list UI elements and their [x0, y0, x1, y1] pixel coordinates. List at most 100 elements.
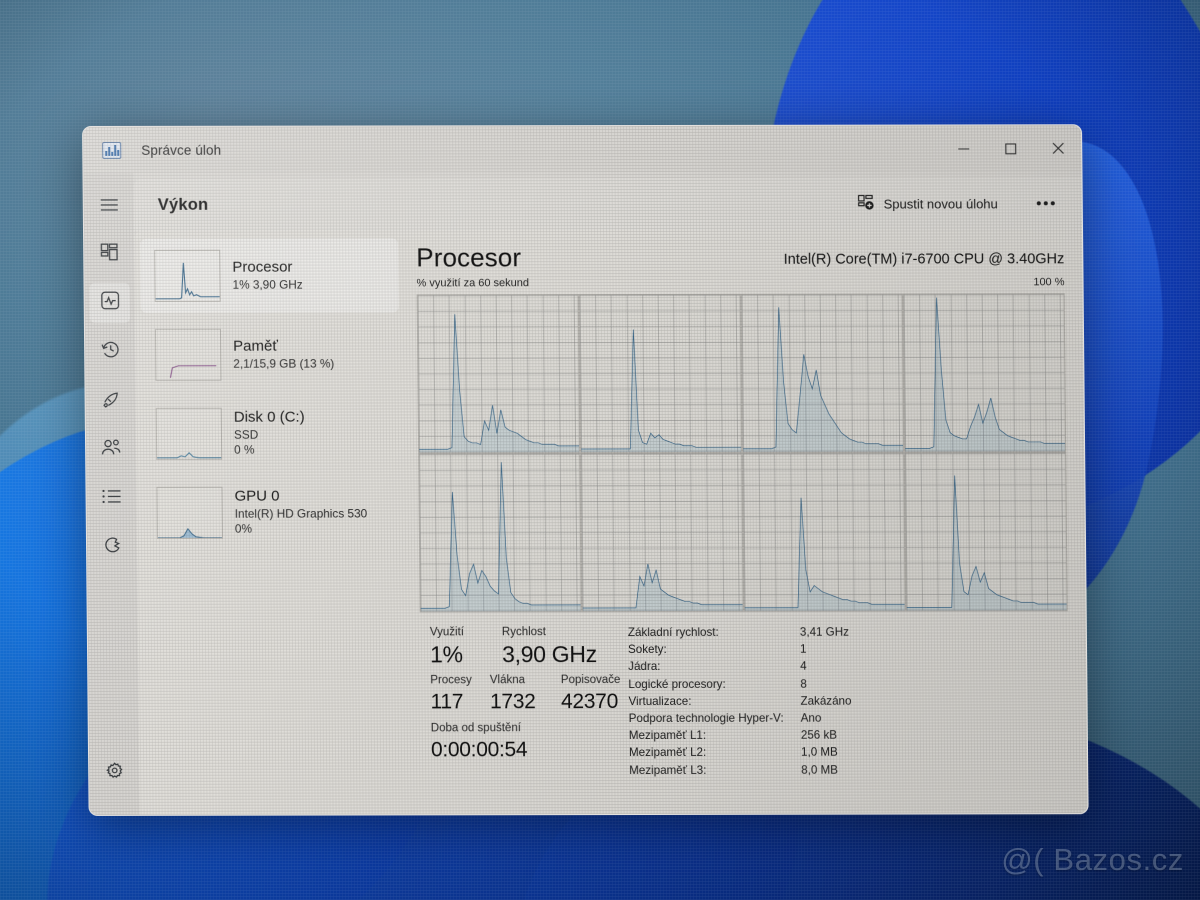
cpu-core-graph [581, 453, 743, 612]
sidebar-item-processes[interactable] [89, 234, 129, 274]
resource-sub: SSD [233, 427, 259, 442]
spec-value: 4 [800, 660, 807, 674]
spec-row: Mezipaměť L2: 1,0 MB [629, 744, 1069, 762]
resource-item-disk[interactable]: Disk 0 (C:) SSD 0 % [142, 396, 401, 470]
uptime-value: 0:00:00:54 [430, 737, 528, 762]
spec-row: Mezipaměť L1: 256 kB [629, 726, 1069, 744]
window-controls [940, 125, 1081, 171]
graph-axis-label: % využití za 60 sekund [416, 277, 530, 290]
spec-value: 3,41 GHz [799, 625, 849, 639]
navigation-rail [83, 172, 140, 815]
speed-value: 3,90 GHz [501, 641, 597, 668]
spec-row: Jádra: 4 [628, 658, 1068, 676]
settings-gear-icon[interactable] [94, 750, 134, 790]
cpu-model: Intel(R) Core(TM) i7-6700 CPU @ 3.40GHz [783, 251, 1065, 268]
handles-caption: Popisovače [560, 674, 621, 687]
resource-name: Disk 0 (C:) [233, 408, 305, 426]
gpu-sparkline [156, 486, 223, 539]
run-new-task-label: Spustit novou úlohu [883, 195, 998, 212]
spec-key: Jádra: [628, 660, 661, 674]
spec-key: Základní rychlost: [627, 625, 719, 640]
resource-sub: 1% 3,90 GHz [232, 277, 303, 292]
cpu-core-graph [579, 294, 742, 453]
resource-list: Procesor 1% 3,90 GHz Paměť [134, 230, 410, 814]
cpu-core-graph [905, 453, 1067, 611]
cpu-core-graph [743, 453, 905, 611]
uptime-caption: Doba od spuštění [430, 722, 522, 735]
spec-row: Podpora technologie Hyper-V: Ano [629, 709, 1069, 727]
cpu-stats: Využití 1% Rychlost 3,90 GHz [420, 623, 1070, 779]
sidebar-item-services[interactable] [92, 528, 132, 568]
title-bar: Správce úloh [83, 125, 1082, 173]
spec-value: 8,0 MB [801, 763, 839, 777]
task-manager-icon [102, 141, 122, 159]
spec-value: 1,0 MB [800, 746, 838, 760]
spec-value: Ano [800, 711, 822, 725]
maximize-icon[interactable] [987, 125, 1034, 171]
spec-key: Mezipaměť L1: [628, 729, 707, 743]
users-people-icon [101, 439, 121, 461]
cpu-core-graph [741, 294, 904, 452]
speed-caption: Rychlost [501, 626, 547, 639]
site-watermark: @( Bazos.cz [1001, 842, 1184, 877]
page-title: Výkon [157, 195, 209, 214]
spec-row: Základní rychlost: 3,41 GHz [628, 623, 1068, 641]
spec-key: Virtualizace: [628, 694, 692, 708]
resource-sub: Intel(R) HD Graphics 530 [234, 506, 368, 521]
spec-key: Mezipaměť L2: [628, 746, 707, 760]
processes-grid-icon [100, 242, 118, 265]
processes-caption: Procesy [430, 674, 472, 687]
startup-rocket-icon [101, 389, 120, 413]
resource-name: GPU 0 [234, 487, 280, 505]
utilization-caption: Využití [429, 626, 465, 639]
cpu-core-graph [417, 295, 580, 453]
spec-key: Podpora technologie Hyper-V: [628, 711, 784, 726]
processes-value: 117 [430, 689, 464, 713]
cpu-sparkline [154, 249, 221, 302]
resource-sub2: 0 % [234, 443, 255, 458]
resource-name: Paměť [233, 337, 279, 355]
minimize-icon[interactable] [940, 125, 987, 171]
spec-row: Sokety: 1 [628, 640, 1068, 658]
window-title: Správce úloh [141, 142, 222, 158]
cpu-core-graph [419, 454, 581, 612]
memory-sparkline [154, 328, 222, 381]
resource-sub2: 0% [234, 522, 253, 537]
graph-max-label: 100 % [1033, 276, 1065, 289]
utilization-value: 1% [429, 641, 463, 668]
cpu-heading: Procesor [416, 242, 522, 273]
sidebar-item-details[interactable] [91, 479, 131, 519]
spec-row: Virtualizace: Zakázáno [628, 692, 1068, 710]
new-task-icon [857, 194, 874, 213]
cpu-core-graph [903, 294, 1066, 452]
close-icon[interactable] [1034, 125, 1081, 171]
spec-value: 8 [800, 677, 807, 691]
details-list-icon [101, 489, 121, 509]
sidebar-item-users[interactable] [91, 430, 131, 470]
resource-name: Procesor [232, 258, 293, 276]
hamburger-menu-icon[interactable] [89, 185, 129, 225]
logical-processor-graphs [416, 293, 1068, 613]
spec-value: Zakázáno [800, 694, 852, 708]
spec-row: Logické procesory: 8 [628, 675, 1068, 693]
threads-caption: Vlákna [489, 674, 526, 687]
sidebar-item-performance[interactable] [89, 282, 130, 323]
more-options-icon[interactable] [1028, 197, 1064, 209]
task-manager-window: Správce úloh [82, 124, 1089, 816]
resource-item-gpu[interactable]: GPU 0 Intel(R) HD Graphics 530 0% [142, 475, 401, 549]
spec-key: Sokety: [627, 643, 667, 657]
resource-item-cpu[interactable]: Procesor 1% 3,90 GHz [140, 238, 399, 313]
sidebar-item-app-history[interactable] [90, 332, 130, 372]
command-bar: Výkon [133, 177, 1083, 231]
run-new-task-button[interactable]: Spustit novou úlohu [849, 189, 1005, 218]
services-cog-icon [102, 536, 121, 560]
resource-item-memory[interactable]: Paměť 2,1/15,9 GB (13 %) [141, 317, 400, 391]
threads-value: 1732 [489, 689, 536, 713]
history-clock-icon [101, 340, 120, 364]
handles-value: 42370 [560, 689, 619, 713]
cpu-detail-pane: Procesor Intel(R) Core(TM) i7-6700 CPU @… [404, 229, 1088, 814]
sidebar-item-startup-apps[interactable] [90, 381, 130, 421]
spec-row: Mezipaměť L3: 8,0 MB [629, 761, 1069, 779]
spec-key: Mezipaměť L3: [629, 763, 707, 777]
